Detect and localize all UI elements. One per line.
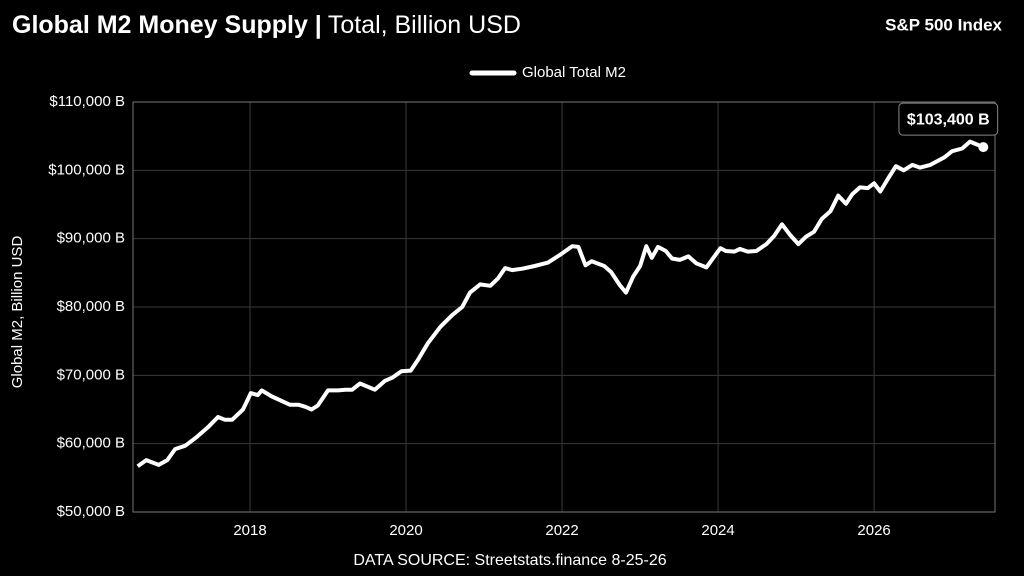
x-tick-label: 2020 xyxy=(389,522,422,539)
corner-label: S&P 500 Index xyxy=(885,15,1002,34)
y-axis-label: Global M2, Billion USD xyxy=(9,236,26,389)
legend: Global Total M2 xyxy=(469,64,626,81)
source-note: DATA SOURCE: Streetstats.finance 8-25-26 xyxy=(353,552,666,569)
y-tick-label: $110,000 B xyxy=(49,93,125,110)
y-tick-label: $80,000 B xyxy=(57,298,125,315)
y-tick-label: $50,000 B xyxy=(57,503,125,520)
end-point xyxy=(978,142,989,153)
y-tick-label: $100,000 B xyxy=(48,161,125,178)
x-tick-label: 2022 xyxy=(545,522,578,539)
x-tick-label: 2024 xyxy=(701,522,734,539)
x-tick-label: 2026 xyxy=(857,522,890,539)
plot-frame xyxy=(132,101,996,513)
annotation-label: $103,400 B xyxy=(907,111,990,128)
annotation-box xyxy=(898,102,999,136)
x-tick-label: 2018 xyxy=(233,522,266,539)
y-tick-label: $70,000 B xyxy=(57,366,125,383)
y-tick-label: $60,000 B xyxy=(57,435,125,452)
chart-title-group: Global M2 Money Supply | Total, Billion U… xyxy=(12,11,521,39)
y-tick-label: $90,000 B xyxy=(57,230,125,247)
data-line xyxy=(136,139,985,468)
chart-title: Global M2 Money Supply | xyxy=(12,11,322,39)
annotation: $103,400 B xyxy=(898,102,999,136)
chart-subtitle: Total, Billion USD xyxy=(328,11,521,39)
legend-label: Global Total M2 xyxy=(522,64,626,81)
